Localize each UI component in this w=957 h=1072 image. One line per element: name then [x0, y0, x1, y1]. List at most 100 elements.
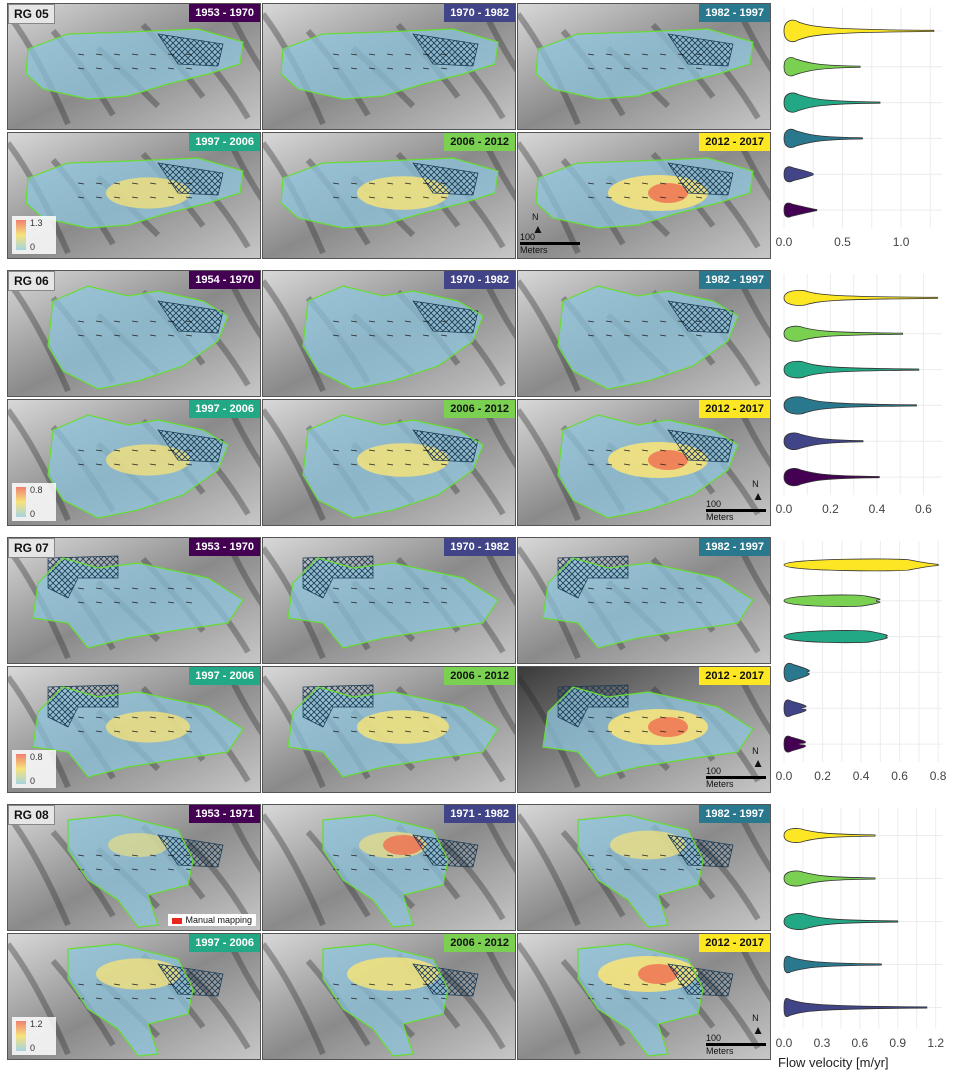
flow-vector-arrow — [422, 587, 430, 590]
flow-vector-arrow — [677, 196, 685, 199]
flow-vector-arrow — [695, 182, 703, 185]
flow-vector-arrow — [332, 601, 340, 604]
period-label: 1997 - 2006 — [189, 400, 260, 418]
glacier-outline — [577, 814, 704, 928]
flow-vector-arrow — [77, 854, 85, 857]
period-label: 1953 - 1970 — [189, 4, 260, 22]
flow-vector-arrow — [167, 854, 175, 857]
flow-vector-arrow — [695, 196, 703, 199]
glacier-outline — [535, 28, 754, 100]
map-panel: 1982 - 1997 — [517, 804, 771, 931]
violin-plot: 0.0 0.2 0.4 0.6 — [774, 270, 950, 528]
flow-vector-arrow — [677, 601, 685, 604]
violin-series — [783, 630, 888, 644]
flow-vector-arrow — [185, 182, 193, 185]
north-arrow-icon: N ▲ — [752, 746, 764, 770]
flow-vector-arrow — [77, 67, 85, 70]
flow-vector-arrow — [641, 182, 649, 185]
flow-vector-arrow — [623, 716, 631, 719]
x-tick-label: 0.8 — [930, 769, 947, 783]
scale-line — [706, 776, 766, 779]
scale-line — [520, 242, 580, 245]
flow-vector-arrow — [386, 334, 394, 337]
violin-svg: 0.0 0.2 0.4 0.6 — [776, 274, 942, 516]
flow-vector-arrow — [149, 334, 157, 337]
glacier-outline — [322, 943, 449, 1057]
flow-vector-arrow — [587, 463, 595, 466]
flow-vector-arrow — [95, 587, 103, 590]
flow-vector-arrow — [587, 601, 595, 604]
flow-vector-arrow — [695, 730, 703, 733]
glacier-map — [263, 538, 515, 663]
violin-series — [783, 202, 818, 218]
velocity-hotspot — [106, 177, 190, 209]
x-tick-label: 1.2 — [927, 1036, 944, 1050]
flow-vector-arrow — [185, 196, 193, 199]
flow-vector-arrow — [149, 67, 157, 70]
glacier-outline — [557, 285, 739, 390]
flow-vector-arrow — [605, 182, 613, 185]
flow-vector-arrow — [422, 601, 430, 604]
flow-vector-arrow — [350, 182, 358, 185]
flow-vector-arrow — [659, 730, 667, 733]
flow-vector-arrow — [185, 716, 193, 719]
flow-vector-arrow — [386, 716, 394, 719]
glacier-outline — [577, 943, 704, 1057]
flow-vector-arrow — [422, 854, 430, 857]
flow-vector-arrow — [422, 334, 430, 337]
map-panel: 2006 - 2012 — [262, 933, 516, 1060]
flow-vector-arrow — [659, 334, 667, 337]
legend-max: 0.8 — [30, 485, 43, 495]
flow-vector-arrow — [350, 334, 358, 337]
flow-vector-arrow — [131, 868, 139, 871]
velocity-hotspot-fast — [648, 717, 688, 737]
unmeasured-area-hatch — [667, 162, 734, 196]
unmeasured-area-hatch — [412, 162, 479, 196]
flow-vector-arrow — [623, 182, 631, 185]
unmeasured-area-hatch — [667, 963, 734, 997]
terrain-shade — [518, 279, 581, 393]
flow-vector-arrow — [332, 67, 340, 70]
period-label: 1982 - 1997 — [699, 805, 770, 823]
period-label: 1997 - 2006 — [189, 133, 260, 151]
flow-vector-arrow — [623, 868, 631, 871]
flow-vector-arrow — [167, 868, 175, 871]
flow-vector-arrow — [185, 334, 193, 337]
flow-vector-arrow — [350, 587, 358, 590]
flow-vector-arrow — [623, 449, 631, 452]
flow-vector-arrow — [149, 449, 157, 452]
flow-vector-arrow — [605, 53, 613, 56]
terrain-shade — [740, 818, 770, 874]
flow-vector-arrow — [350, 196, 358, 199]
flow-vector-arrow — [131, 334, 139, 337]
x-tick-label: 0.2 — [822, 502, 839, 516]
flow-vector-arrow — [386, 854, 394, 857]
flow-vector-arrow — [167, 334, 175, 337]
velocity-hotspot — [357, 710, 449, 744]
x-tick-label: 0.0 — [776, 502, 793, 516]
flow-vector-arrow — [368, 449, 376, 452]
flow-vector-arrow — [641, 716, 649, 719]
violin-series — [783, 289, 938, 306]
glacier-map — [518, 271, 770, 396]
flow-vector-arrow — [677, 182, 685, 185]
flow-vector-arrow — [185, 601, 193, 604]
flow-vector-arrow — [77, 730, 85, 733]
legend-colorbar — [16, 754, 26, 784]
x-tick-label: 0.6 — [891, 769, 908, 783]
terrain-shade — [485, 146, 515, 202]
manual-mapping-legend: Manual mapping — [168, 914, 256, 926]
flow-vector-arrow — [677, 983, 685, 986]
glacier-map — [518, 133, 770, 258]
flow-vector-arrow — [113, 53, 121, 56]
flow-vector-arrow — [623, 334, 631, 337]
flow-vector-arrow — [131, 67, 139, 70]
flow-vector-arrow — [77, 716, 85, 719]
flow-vector-arrow — [677, 67, 685, 70]
flow-vector-arrow — [149, 730, 157, 733]
flow-vector-arrow — [677, 854, 685, 857]
flow-vector-arrow — [167, 997, 175, 1000]
unmeasured-area-hatch — [412, 300, 479, 334]
period-label: 2006 - 2012 — [444, 934, 515, 952]
unmeasured-area-hatch — [667, 834, 734, 868]
